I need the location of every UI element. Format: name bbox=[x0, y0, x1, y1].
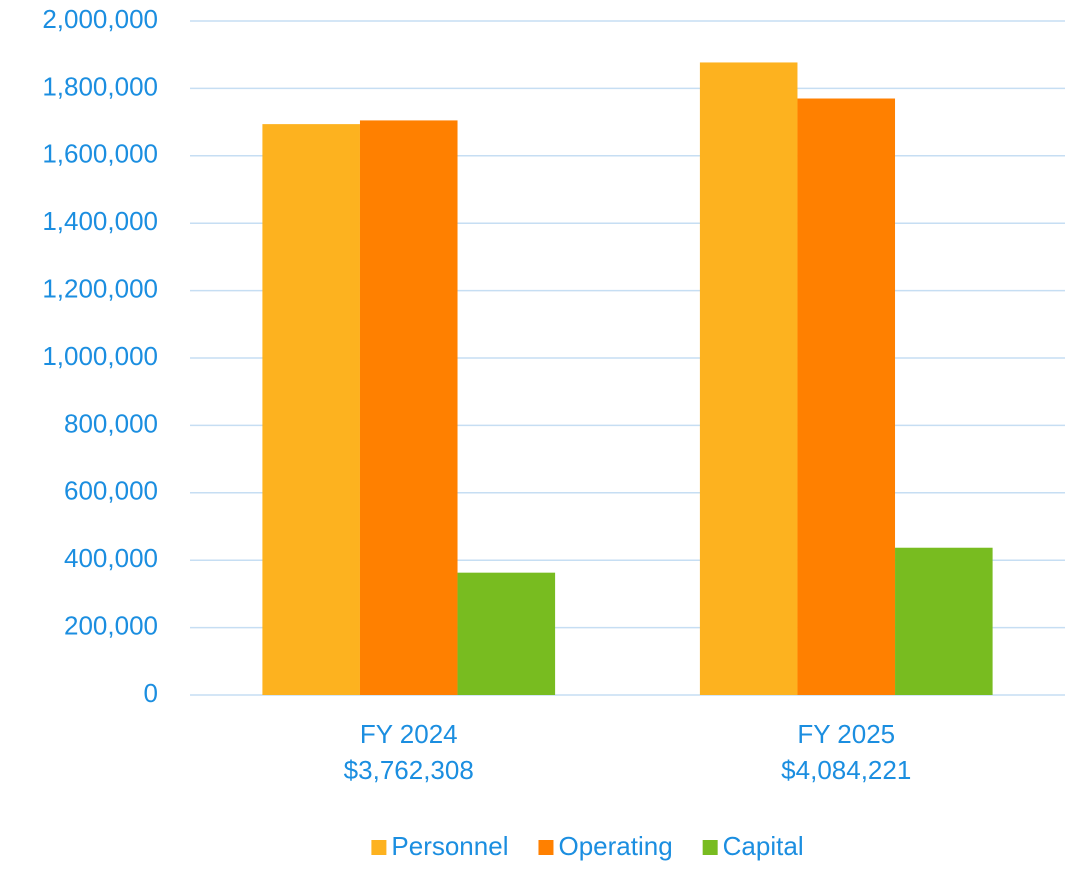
y-tick-label: 0 bbox=[144, 678, 158, 708]
bar bbox=[797, 98, 896, 695]
x-tick-label: FY 2024 bbox=[360, 719, 458, 749]
y-tick-label: 200,000 bbox=[64, 610, 158, 640]
bar bbox=[699, 62, 798, 696]
y-tick-label: 600,000 bbox=[64, 476, 158, 506]
legend-swatch bbox=[702, 840, 718, 855]
y-tick-label: 2,000,000 bbox=[42, 4, 158, 34]
legend-label: Personnel bbox=[391, 831, 508, 861]
bar bbox=[262, 124, 360, 695]
y-tick-label: 1,200,000 bbox=[42, 273, 158, 303]
y-tick-label: 1,600,000 bbox=[42, 139, 158, 169]
legend-label: Capital bbox=[723, 831, 804, 861]
legend-swatch bbox=[538, 840, 554, 855]
y-tick-label: 1,400,000 bbox=[42, 206, 158, 236]
y-tick-label: 1,800,000 bbox=[42, 71, 158, 101]
x-tick-label: $3,762,308 bbox=[344, 755, 474, 785]
bar bbox=[359, 120, 458, 696]
bar bbox=[457, 572, 556, 695]
y-tick-label: 1,000,000 bbox=[42, 341, 158, 371]
x-tick-label: FY 2025 bbox=[797, 719, 895, 749]
bar bbox=[895, 547, 993, 695]
x-tick-label: $4,084,221 bbox=[781, 755, 911, 785]
legend-label: Operating bbox=[558, 831, 672, 861]
y-tick-label: 400,000 bbox=[64, 543, 158, 573]
y-tick-label: 800,000 bbox=[64, 408, 158, 438]
legend-swatch bbox=[371, 840, 387, 855]
